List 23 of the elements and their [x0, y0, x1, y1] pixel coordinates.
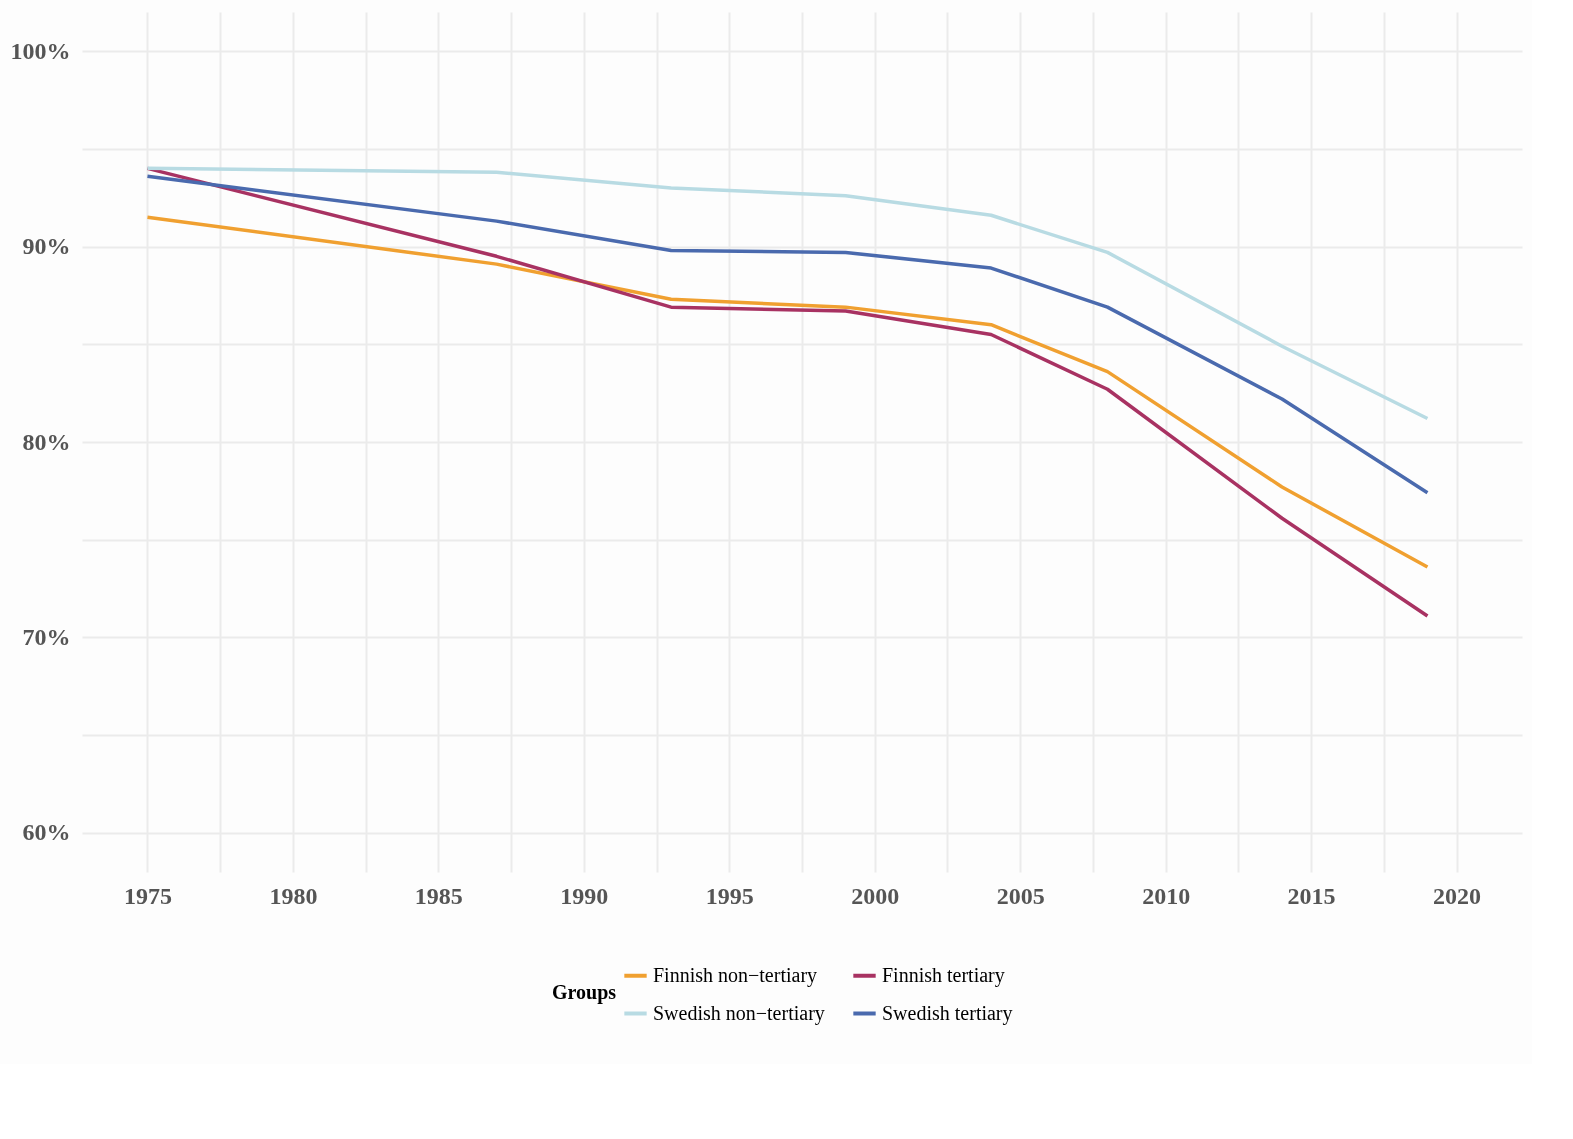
y-tick-label: 60% — [22, 819, 71, 846]
legend-title: Groups — [552, 981, 617, 1004]
x-tick-label: 2005 — [996, 882, 1045, 909]
legend-label: Finnish non−tertiary — [653, 963, 818, 987]
x-tick-label: 1980 — [269, 882, 318, 909]
legend-label: Swedish tertiary — [882, 1001, 1013, 1025]
x-tick-label: 1995 — [705, 882, 754, 909]
y-tick-label: 70% — [22, 623, 71, 650]
x-tick-label: 2015 — [1287, 882, 1336, 909]
y-tick-label: 90% — [22, 233, 71, 260]
y-tick-label: 100% — [10, 37, 71, 64]
x-tick-label: 1990 — [560, 882, 609, 909]
x-tick-label: 1975 — [123, 882, 172, 909]
line-series — [145, 215, 1430, 569]
legend-label: Swedish non−tertiary — [653, 1001, 825, 1025]
x-tick-label: 2020 — [1433, 882, 1482, 909]
line-series — [145, 166, 1430, 421]
x-tick-label: 2000 — [851, 882, 900, 909]
legend-label: Finnish tertiary — [882, 963, 1005, 987]
x-tick-label: 2010 — [1142, 882, 1191, 909]
line-series — [145, 174, 1430, 495]
x-tick-label: 1985 — [414, 882, 463, 909]
y-tick-label: 80% — [22, 428, 71, 455]
